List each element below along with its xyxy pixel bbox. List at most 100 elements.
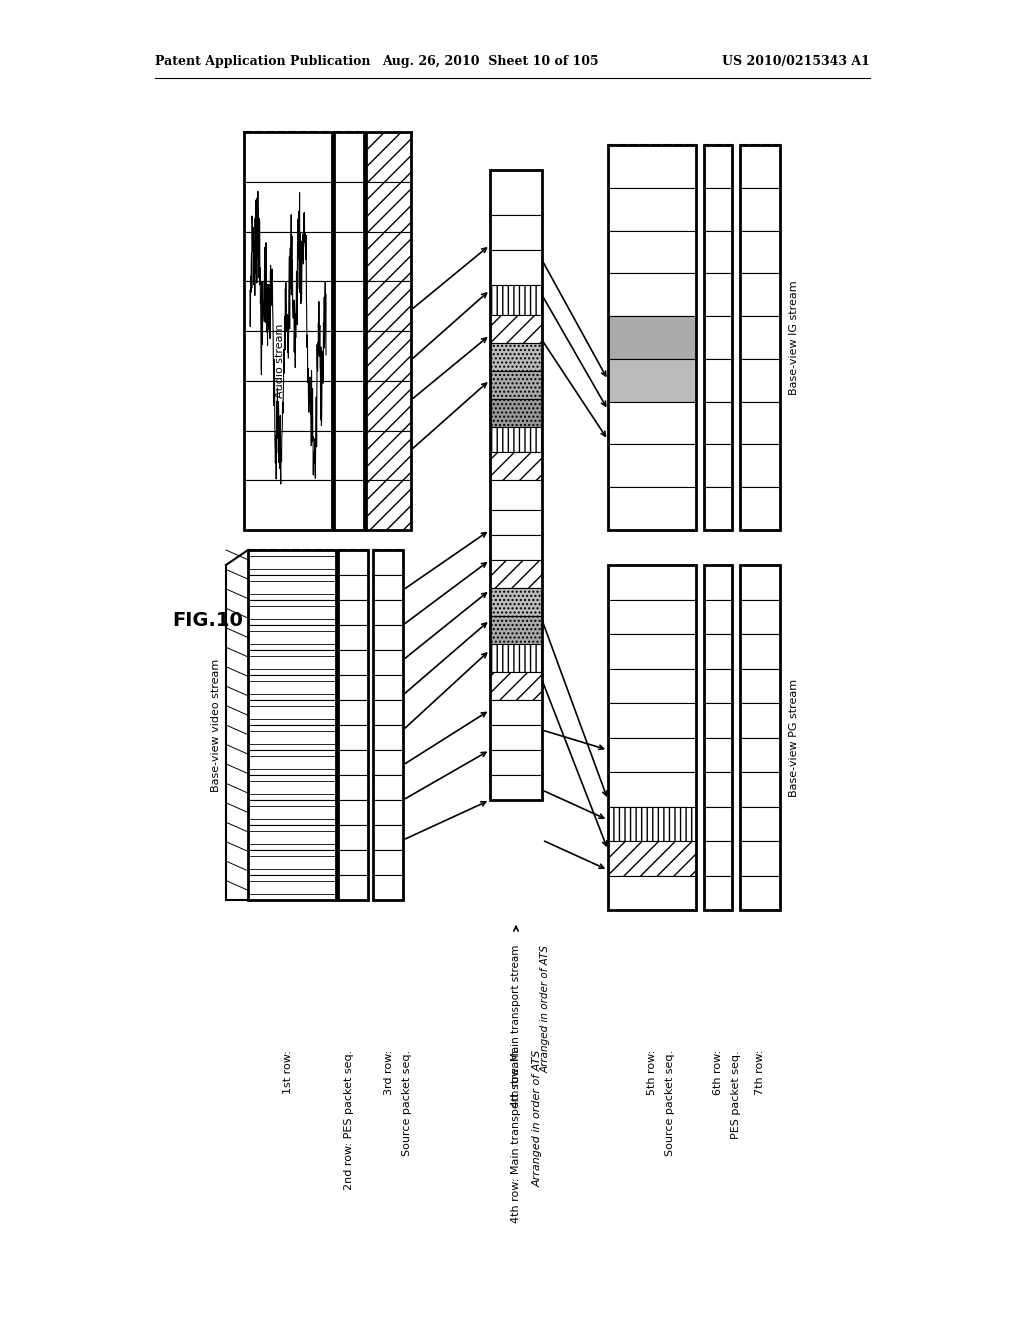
Bar — [705, 668, 732, 704]
Bar — [740, 145, 780, 187]
Bar — [366, 331, 411, 380]
Bar — [740, 875, 780, 909]
Bar — [366, 380, 411, 430]
Bar — [740, 634, 780, 668]
Bar — [490, 644, 542, 672]
Bar — [705, 445, 732, 487]
Bar — [338, 576, 368, 601]
Bar — [490, 560, 542, 587]
Bar — [373, 601, 403, 624]
Bar — [705, 145, 732, 531]
Bar — [705, 565, 732, 909]
Bar — [338, 601, 368, 624]
Bar — [608, 668, 696, 704]
Bar — [705, 599, 732, 634]
Bar — [740, 445, 780, 487]
Bar — [373, 725, 403, 750]
Bar — [490, 672, 542, 700]
Bar — [490, 535, 542, 560]
Bar — [244, 182, 332, 231]
Bar — [244, 281, 332, 331]
Bar — [373, 825, 403, 850]
Bar — [366, 132, 411, 531]
Text: Patent Application Publication: Patent Application Publication — [155, 55, 371, 69]
Text: Audio stream: Audio stream — [275, 323, 285, 399]
Text: Arranged in order of ATS: Arranged in order of ATS — [534, 1049, 543, 1188]
Bar — [608, 273, 696, 315]
Bar — [373, 550, 403, 576]
Bar — [608, 145, 696, 531]
Bar — [366, 231, 411, 281]
Bar — [705, 704, 732, 738]
Bar — [244, 231, 332, 281]
Text: Base-view PG stream: Base-view PG stream — [790, 678, 799, 796]
Bar — [490, 285, 542, 315]
Bar — [705, 145, 732, 187]
Bar — [334, 281, 364, 331]
Bar — [248, 550, 336, 576]
Text: Aug. 26, 2010  Sheet 10 of 105: Aug. 26, 2010 Sheet 10 of 105 — [382, 55, 598, 69]
Bar — [705, 875, 732, 909]
Text: 5th row:: 5th row: — [647, 1049, 657, 1096]
Bar — [248, 850, 336, 875]
Bar — [705, 187, 732, 231]
Bar — [608, 315, 696, 359]
Bar — [740, 487, 780, 531]
Bar — [334, 480, 364, 531]
Bar — [248, 825, 336, 850]
Bar — [366, 430, 411, 480]
Bar — [366, 281, 411, 331]
Bar — [740, 565, 780, 599]
Bar — [334, 380, 364, 430]
Bar — [608, 231, 696, 273]
Bar — [490, 399, 542, 426]
Bar — [490, 170, 542, 800]
Text: Base-view video stream: Base-view video stream — [211, 659, 221, 792]
Bar — [740, 145, 780, 531]
Bar — [740, 668, 780, 704]
Bar — [490, 426, 542, 451]
Bar — [248, 624, 336, 649]
Bar — [608, 807, 696, 841]
Bar — [490, 587, 542, 616]
Bar — [373, 775, 403, 800]
Bar — [705, 487, 732, 531]
Bar — [740, 273, 780, 315]
Bar — [740, 841, 780, 875]
Bar — [248, 649, 336, 675]
Bar — [244, 132, 332, 182]
Text: 7th row:: 7th row: — [755, 1049, 765, 1096]
Bar — [608, 565, 696, 599]
Bar — [248, 775, 336, 800]
Bar — [740, 599, 780, 634]
Bar — [705, 315, 732, 359]
Bar — [608, 145, 696, 187]
Bar — [608, 841, 696, 875]
Bar — [248, 550, 336, 900]
Bar — [608, 738, 696, 772]
Bar — [705, 231, 732, 273]
Bar — [248, 750, 336, 775]
Bar — [608, 599, 696, 634]
Bar — [608, 487, 696, 531]
Bar — [248, 800, 336, 825]
Text: Source packet seq.: Source packet seq. — [401, 1049, 412, 1156]
Bar — [490, 700, 542, 725]
Bar — [705, 359, 732, 401]
Bar — [244, 132, 332, 531]
Bar — [608, 875, 696, 909]
Bar — [248, 700, 336, 725]
Bar — [334, 331, 364, 380]
Bar — [705, 807, 732, 841]
Bar — [373, 550, 403, 900]
Bar — [373, 576, 403, 601]
Text: 4th row: Main transport stream: 4th row: Main transport stream — [511, 945, 521, 1107]
Bar — [244, 480, 332, 531]
Bar — [366, 132, 411, 182]
Bar — [705, 772, 732, 807]
Bar — [373, 750, 403, 775]
Bar — [608, 445, 696, 487]
Bar — [338, 875, 368, 900]
Text: Base-view IG stream: Base-view IG stream — [790, 280, 799, 395]
Bar — [740, 704, 780, 738]
